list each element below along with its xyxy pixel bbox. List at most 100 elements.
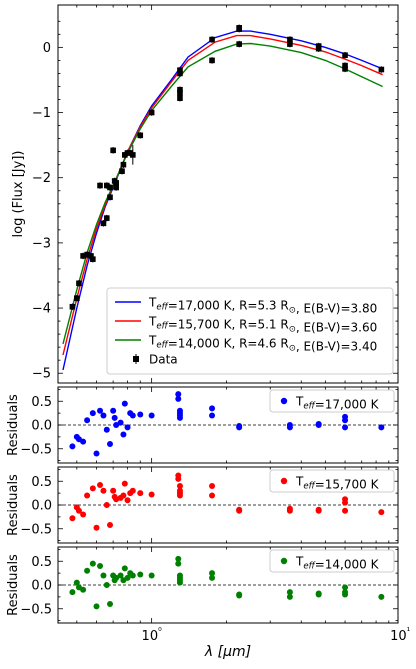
residuals-ylabel-17000: Residuals [6, 394, 21, 456]
residual-legend-marker [280, 397, 288, 405]
residual-point [121, 480, 128, 487]
data-point [209, 57, 215, 64]
data-point [119, 168, 125, 174]
residual-frame [57, 546, 399, 624]
residual-legend-box [269, 549, 395, 573]
legend-data-marker [133, 356, 139, 362]
residual-point [342, 584, 349, 591]
residual-point [103, 426, 110, 433]
legend-text-part: T [295, 395, 304, 409]
residual-point [286, 593, 293, 600]
legend-text-part: T [295, 555, 304, 569]
residual-point [378, 424, 385, 431]
residual-point [137, 411, 144, 418]
residual-point [175, 475, 182, 482]
data-point [177, 67, 183, 73]
residual-point [84, 417, 91, 424]
residual-point [176, 487, 183, 494]
residual-point [97, 563, 104, 569]
data-point [107, 184, 113, 191]
residual-point [124, 497, 131, 504]
residual-point [148, 412, 155, 419]
residual-legend-box [269, 389, 395, 413]
residual-point [342, 424, 349, 431]
sed-ylabel: log (Flux [Jy]) [11, 151, 26, 238]
residual-point [209, 483, 216, 489]
residual-point [113, 422, 120, 428]
residual-point [209, 412, 216, 419]
residual-legend: Teff=15,700 K [269, 469, 395, 493]
y-tick-label: −0.5 [20, 522, 52, 537]
residual-point [342, 507, 349, 514]
residual-point [378, 593, 385, 600]
residual-point [93, 524, 100, 531]
residual-point [137, 571, 144, 578]
residual-point [236, 506, 243, 513]
data-point [107, 194, 113, 201]
sed-legend: Teff=17,000 K, R=5.3 R⊙, E(B-V)=3.80Teff… [106, 287, 394, 375]
legend-text-part: ⊙ [289, 344, 296, 354]
residual-point [342, 591, 349, 598]
legend-text-part: eff [303, 402, 315, 412]
residual-point [69, 515, 76, 522]
residual-legend-label: Teff=15,700 K [295, 475, 380, 492]
residual-point [175, 391, 182, 398]
residual-point [209, 492, 216, 499]
residual-point [80, 586, 87, 593]
residual-point [148, 491, 155, 498]
data-point [177, 90, 183, 96]
residual-point [175, 555, 182, 562]
y-tick-label: 0.0 [31, 579, 52, 594]
residual-point [342, 496, 349, 503]
legend-text-part: Data [149, 353, 178, 367]
residual-point [100, 412, 107, 419]
sed-frame [57, 4, 399, 384]
data-point [315, 45, 322, 52]
residual-point [286, 589, 293, 596]
data-point [130, 152, 136, 158]
residual-point [103, 582, 110, 588]
data-point [113, 180, 119, 186]
residual-point [75, 507, 82, 514]
residual-point [121, 565, 128, 572]
residual-point [176, 414, 183, 421]
data-point [110, 147, 116, 154]
legend-text-part: ⊙ [289, 306, 296, 316]
legend-text-part: =14,000 K, R=4.6 R [168, 337, 289, 351]
residual-point [97, 407, 104, 414]
residual-point [73, 579, 80, 586]
data-point [84, 251, 90, 258]
residual-point [120, 431, 127, 438]
legend-text-part: T [148, 334, 157, 348]
residual-point [378, 509, 385, 516]
data-point [236, 26, 242, 32]
residual-point [315, 591, 322, 598]
residual-plot-area [58, 391, 398, 457]
legend-text-part: =17,000 K, R=5.3 R [168, 299, 289, 313]
residual-frame [57, 386, 399, 464]
data-point [74, 295, 80, 302]
residual-point [100, 487, 107, 494]
x-tick-label: 10⁰ [142, 627, 163, 644]
residual-legend-label: Teff=14,000 K [295, 555, 380, 572]
x-tick-labels: 10⁰ 10¹ [142, 627, 411, 644]
legend-text-part: ⊙ [289, 325, 296, 335]
legend-text-part: , E(B-V)=3.60 [296, 321, 377, 335]
residual-point [121, 400, 128, 407]
legend-text-part: =15,700 K [315, 478, 380, 492]
sed-plot-area [62, 24, 385, 371]
residual-point [236, 592, 243, 599]
residual-point [113, 574, 120, 581]
residual-point [93, 450, 100, 457]
data-point [177, 95, 183, 101]
residual-point [176, 492, 183, 499]
residual-point [107, 601, 114, 607]
residuals-ylabel-15700: Residuals [6, 474, 21, 536]
residual-point [103, 502, 110, 508]
legend-text-part: eff [156, 322, 168, 332]
legend-text-part: =15,700 K, R=5.1 R [168, 318, 289, 332]
data-point [103, 215, 110, 221]
residual-point [107, 521, 114, 528]
residual-point [176, 574, 183, 581]
